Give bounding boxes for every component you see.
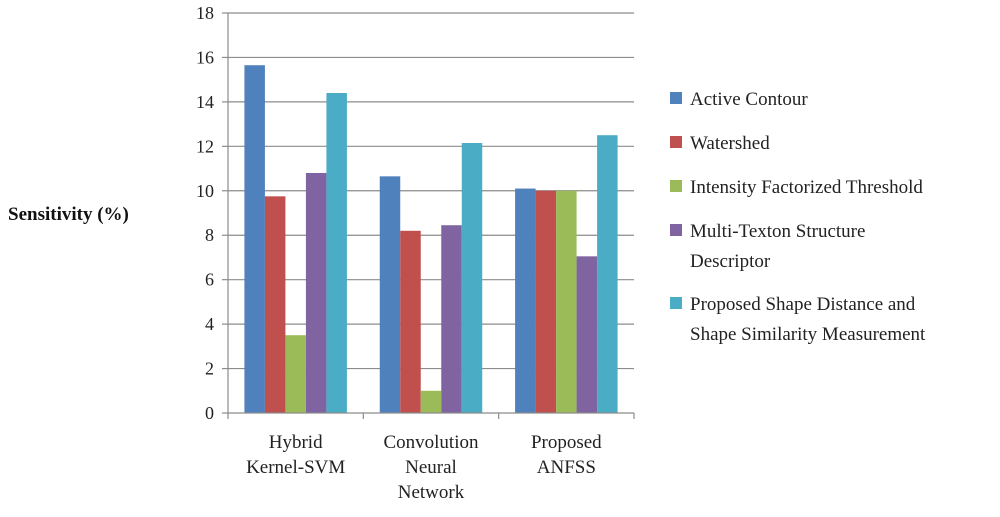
- category-label-line: Convolution: [383, 432, 479, 453]
- y-tick-label-16: 16: [196, 47, 214, 67]
- bar-series4-cat2: [597, 135, 618, 413]
- bar-series3-cat0: [305, 173, 327, 413]
- bar-series2-cat0: [285, 335, 306, 413]
- bar-series2-cat2: [556, 190, 577, 413]
- bar-series3-cat2: [576, 256, 598, 413]
- legend-label-1: Watershed: [690, 133, 770, 154]
- bar-series4-cat1: [461, 143, 483, 413]
- bar-series0-cat1: [379, 176, 401, 413]
- category-label-0: Hybrid Kernel-SVM: [246, 432, 345, 478]
- legend-label-line: Descriptor: [690, 251, 771, 272]
- category-label-line: Neural: [405, 457, 457, 478]
- bar-series3-cat1: [441, 225, 462, 413]
- y-tick-label-6: 6: [205, 270, 214, 290]
- y-tick-label-2: 2: [205, 359, 214, 379]
- category-label-line: ANFSS: [537, 457, 596, 478]
- bar-series0-cat0: [244, 65, 265, 413]
- axes: [222, 12, 635, 419]
- legend-swatch-4: [670, 297, 682, 309]
- legend-label-line: Intensity Factorized Threshold: [690, 177, 923, 198]
- y-tick-label-10: 10: [196, 181, 214, 201]
- legend-label-line: Watershed: [690, 133, 770, 154]
- legend-label-2: Intensity Factorized Threshold: [690, 177, 923, 198]
- y-tick-label-18: 18: [196, 3, 214, 23]
- bar-series1-cat0: [264, 196, 286, 413]
- category-label-line: Hybrid: [269, 432, 323, 453]
- legend-swatch-0: [670, 92, 682, 104]
- gridlines: [228, 12, 634, 370]
- bar-series2-cat1: [420, 390, 442, 413]
- y-axis-label: Sensitivity (%): [8, 204, 129, 225]
- legend-label-line: Multi-Texton Structure: [690, 221, 865, 242]
- bar-series1-cat2: [535, 190, 557, 413]
- legend-label-0: Active Contour: [690, 89, 808, 110]
- y-tick-label-8: 8: [205, 225, 214, 245]
- y-tick-label-0: 0: [205, 403, 214, 423]
- legend: Active Contour Watershed Intensity Factori…: [670, 89, 926, 345]
- category-label-2: Proposed ANFSS: [531, 432, 602, 478]
- y-tick-label-12: 12: [196, 136, 214, 156]
- legend-label-3: Multi-Texton Structure Descriptor: [690, 221, 865, 272]
- legend-swatch-3: [670, 224, 682, 236]
- category-labels: Hybrid Kernel-SVM Convolution Neural Network…: [246, 432, 602, 503]
- legend-label-line: Active Contour: [690, 89, 808, 110]
- category-label-line: Kernel-SVM: [246, 457, 345, 478]
- bars: [244, 65, 618, 413]
- category-label-1: Convolution Neural Network: [383, 432, 479, 503]
- y-tick-label-14: 14: [196, 92, 214, 112]
- category-label-line: Network: [398, 482, 465, 503]
- legend-label-line: Shape Similarity Measurement: [690, 324, 926, 345]
- legend-swatch-2: [670, 180, 682, 192]
- bar-series4-cat0: [326, 93, 347, 413]
- category-label-line: Proposed: [531, 432, 602, 453]
- y-tick-labels: 0 2 4 6 8 10 12 14 16 18: [196, 3, 214, 423]
- bar-series0-cat2: [515, 188, 536, 413]
- legend-label-line: Proposed Shape Distance and: [690, 294, 916, 315]
- legend-swatch-1: [670, 136, 682, 148]
- legend-label-4: Proposed Shape Distance and Shape Similar…: [690, 294, 926, 345]
- bar-series1-cat1: [400, 230, 421, 413]
- y-tick-label-4: 4: [205, 314, 214, 334]
